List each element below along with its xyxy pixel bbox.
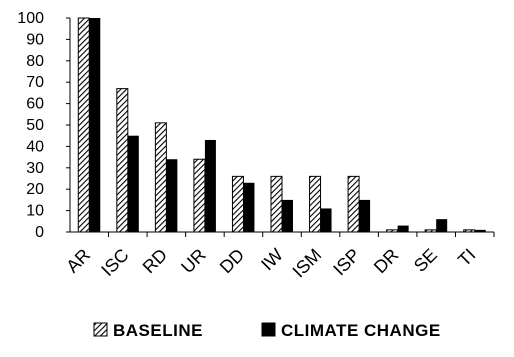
y-tick-label: 20 [26,181,44,198]
y-tick-label: 60 [26,96,44,113]
x-tick-label: TI [454,245,479,270]
bar-baseline-ti [463,229,476,233]
bar-baseline-isc [116,88,129,233]
x-tick-label: DR [370,245,403,278]
bar-baseline-ism [309,175,322,233]
bar-baseline-iw [270,175,283,233]
bar-baseline-se [424,229,437,233]
bar-climate-change-ar [89,18,101,232]
plot-area: 0 10 20 30 40 50 60 70 80 90 100 AR ISC RD UR DD IW ISM IS… [17,10,495,282]
bar-baseline-dr [386,229,399,233]
y-tick-label: 70 [26,74,44,91]
bar-baseline-rd [154,122,167,233]
bar-climate-change-se [436,219,448,232]
y-tick-label: 90 [26,31,44,48]
legend: BASELINE CLIMATE CHANGE [93,321,441,340]
bar-climate-change-ur [204,139,216,232]
y-tick-label: 100 [17,10,44,27]
bar-climate-change-ism [320,208,332,232]
x-tick-label: ISC [97,245,132,280]
y-tick-label: 80 [26,53,44,70]
x-tick-label: IW [257,245,287,275]
x-tick-label: UR [177,245,210,278]
x-tick-label: DD [216,245,249,278]
y-tick-label: 50 [26,117,44,134]
bar-climate-change-isc [127,135,139,232]
x-tick-label: ISP [329,245,364,280]
bar-climate-change-iw [282,199,293,232]
y-tick-label: 10 [26,203,44,220]
bar-climate-change-rd [166,159,178,232]
bar-baseline-dd [231,175,244,233]
legend-swatch-climate-change [261,322,276,337]
bar-climate-change-ti [474,229,486,232]
bar-baseline-isp [347,175,360,233]
bar-baseline-ur [193,158,206,233]
legend-swatch-baseline [93,322,108,337]
x-tick-label: AR [62,245,94,277]
x-tick-label: RD [139,245,172,278]
x-tick-label: SE [410,245,441,276]
bar-baseline-ar [77,17,90,233]
bar-climate-change-isp [359,199,371,232]
y-tick-label: 40 [26,138,44,155]
bar-climate-change-dd [243,182,255,232]
bar-climate-change-dr [397,225,409,232]
y-tick-label: 30 [26,160,44,177]
y-tick-label: 0 [35,224,44,241]
legend-label-baseline: BASELINE [113,321,203,340]
x-tick-label: ISM [289,245,326,282]
legend-label-climate-change: CLIMATE CHANGE [281,321,441,340]
